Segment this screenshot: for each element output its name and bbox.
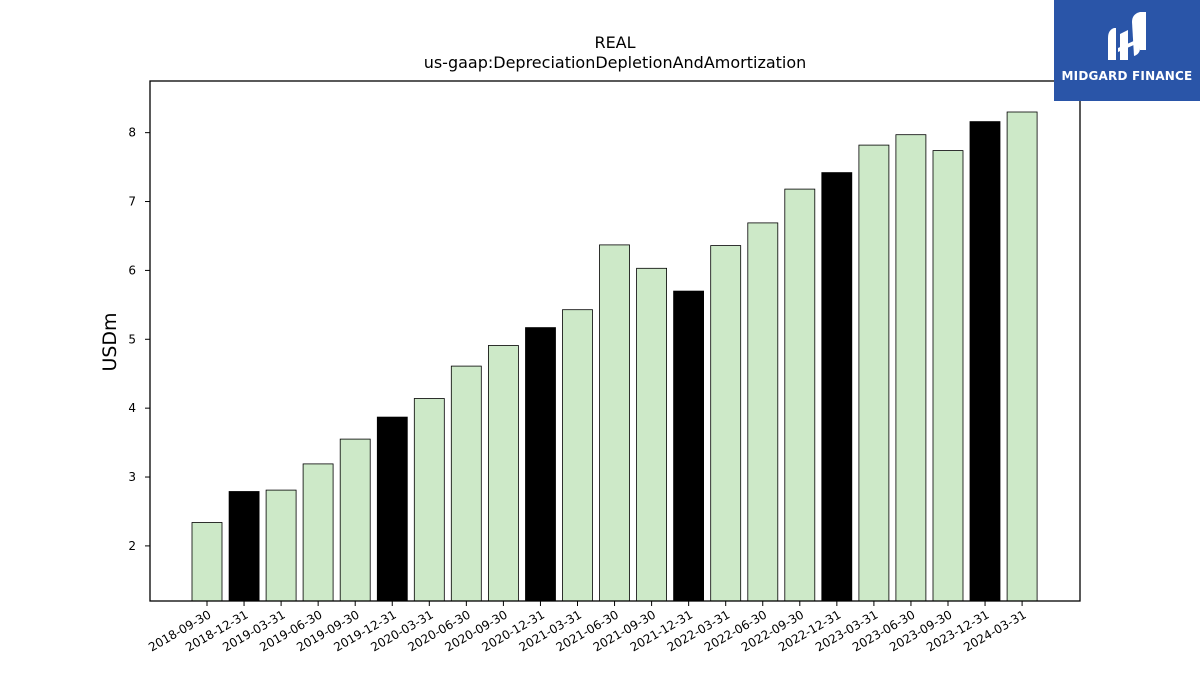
brand-logo: MIDGARD FINANCE xyxy=(1054,0,1200,101)
bar-2022-06-30 xyxy=(747,222,779,602)
plot-frame xyxy=(149,80,1081,602)
y-tick-label: 3 xyxy=(128,470,136,484)
bar-2022-03-31 xyxy=(710,245,742,602)
chart-subtitle: us-gaap:DepreciationDepletionAndAmortiza… xyxy=(424,53,807,72)
y-tick-label: 8 xyxy=(128,126,136,140)
bar-2021-06-30 xyxy=(599,244,630,602)
bar-2020-03-31 xyxy=(413,398,445,602)
bar-2019-09-30 xyxy=(339,438,371,602)
y-tick-label: 7 xyxy=(128,195,136,209)
bar-2022-09-30 xyxy=(784,188,816,602)
y-axis-ticks: 2 3 4 5 6 7 8 xyxy=(128,126,150,553)
y-tick-label: 5 xyxy=(128,332,136,346)
bar-2018-12-31 xyxy=(228,491,260,602)
bar-2021-09-30 xyxy=(636,267,667,602)
bar-2020-06-30 xyxy=(450,365,482,602)
y-tick-label: 6 xyxy=(128,263,136,277)
chart-title: REAL xyxy=(594,33,635,52)
bar-2023-06-30 xyxy=(895,134,927,602)
bar-2018-09-30 xyxy=(191,522,223,602)
bars-group xyxy=(191,111,1038,602)
bar-2021-12-31 xyxy=(673,290,704,602)
bar-2021-03-31 xyxy=(562,309,593,602)
y-tick-label: 4 xyxy=(128,401,136,415)
bar-2022-12-31 xyxy=(821,172,853,602)
brand-mark-icon xyxy=(1108,12,1146,60)
brand-name: MIDGARD FINANCE xyxy=(1061,69,1193,83)
bar-2020-12-31 xyxy=(525,327,556,602)
bar-2019-03-31 xyxy=(265,489,297,602)
bar-2019-06-30 xyxy=(302,463,334,602)
bar-2023-09-30 xyxy=(932,150,964,602)
bar-2019-12-31 xyxy=(376,416,408,602)
y-axis-label: USDm xyxy=(99,312,121,371)
bar-2023-03-31 xyxy=(858,144,890,602)
bar-2024-03-31 xyxy=(1006,111,1038,602)
bar-2020-09-30 xyxy=(487,345,519,602)
y-tick-label: 2 xyxy=(128,539,136,553)
bar-2023-12-31 xyxy=(969,121,1001,602)
x-axis-ticks: 2018-09-302018-12-312019-03-312019-06-30… xyxy=(146,601,1029,654)
